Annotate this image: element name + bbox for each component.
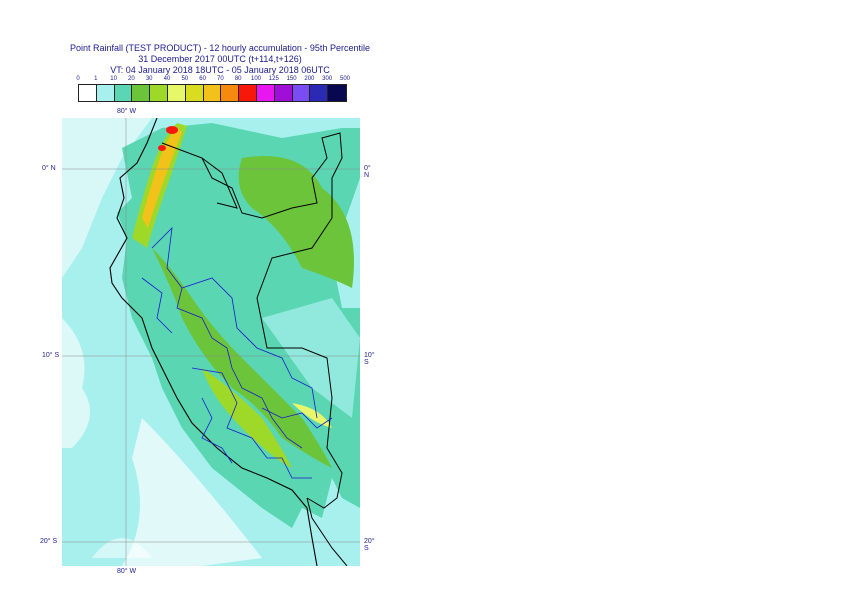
ocean-dry-area (62, 318, 90, 448)
rain-lightgreen-area (202, 368, 292, 468)
legend-swatch (274, 85, 293, 101)
rain-peak-red (166, 126, 178, 134)
legend-swatch (150, 85, 168, 101)
legend-swatch (132, 85, 151, 101)
map-svg (62, 117, 360, 567)
coastline (109, 117, 318, 567)
national-border (161, 132, 343, 509)
legend-tick: 125 (268, 76, 279, 82)
rain-green-area (238, 156, 354, 288)
legend-tick: 20 (128, 76, 135, 82)
legend-tick: 10 (110, 76, 117, 82)
legend-tick: 40 (163, 76, 171, 82)
rainfall-map: 80° W 80° W 0° N 10° S 20° S 0° N 10° S … (40, 108, 375, 575)
lon-label-top: 80° W (117, 108, 137, 115)
legend-swatch (221, 85, 240, 101)
legend-swatch (79, 85, 97, 101)
lat-label-right-10s: 10° S (364, 352, 375, 366)
lon-label-bottom: 80° W (117, 568, 137, 575)
ocean-dry-area (62, 118, 152, 278)
map-valid-time: VT: 04 January 2018 18UTC - 05 January 2… (110, 65, 330, 75)
lat-label-left-0n: 0° N (42, 165, 56, 172)
legend-tick: 60 (199, 76, 206, 82)
legend-swatch (167, 85, 186, 101)
lat-label-right-0n: 0° N (364, 165, 371, 179)
legend-swatch (185, 85, 204, 101)
legend-tick: 50 (181, 76, 189, 82)
legend-tick: 100 (250, 76, 262, 82)
legend-swatch (239, 85, 257, 101)
ocean-dry-area (122, 418, 262, 566)
rain-green-area (152, 248, 332, 468)
legend-tick: 70 (217, 76, 224, 82)
regional-border (141, 277, 173, 334)
regional-border (151, 226, 303, 449)
lat-label-right-20s: 20° S (364, 538, 375, 552)
rain-peak-red (158, 145, 166, 151)
legend-tick: 80 (234, 76, 242, 82)
regional-border (181, 277, 318, 419)
regional-border (201, 397, 233, 464)
legend-color-bar (78, 84, 347, 102)
regional-border (261, 407, 333, 429)
legend-swatch (203, 85, 222, 101)
legend-tick: 1 (94, 76, 98, 82)
map-run-time: 31 December 2017 00UTC (t+114,t+126) (138, 54, 302, 64)
legend-swatch (256, 85, 275, 101)
map-title: Point Rainfall (TEST PRODUCT) - 12 hourl… (70, 43, 370, 53)
land-light-area (262, 298, 360, 418)
legend-swatch (96, 85, 115, 101)
legend-swatch (310, 85, 329, 101)
legend-swatch (114, 85, 133, 101)
regional-border (191, 367, 312, 479)
lat-label-left-10s: 10° S (42, 352, 60, 359)
legend-tick: 200 (304, 76, 315, 82)
rain-yellow-area (292, 403, 332, 428)
lat-label-left-20s: 20° S (40, 538, 58, 545)
legend-tick: 150 (286, 76, 297, 82)
rain-band-orange (142, 128, 182, 228)
legend-swatch (328, 85, 346, 101)
legend-tick: 0 (76, 76, 80, 82)
legend-swatch (292, 85, 311, 101)
legend-tick: 500 (339, 76, 351, 82)
legend-tick: 30 (145, 76, 153, 82)
national-border (201, 157, 238, 209)
national-border (306, 497, 348, 567)
legend-tick: 300 (322, 76, 333, 82)
legend-tick-labels: 0 1 10 20 30 40 50 60 70 80 100 125 150 200 300 500 (72, 76, 362, 86)
